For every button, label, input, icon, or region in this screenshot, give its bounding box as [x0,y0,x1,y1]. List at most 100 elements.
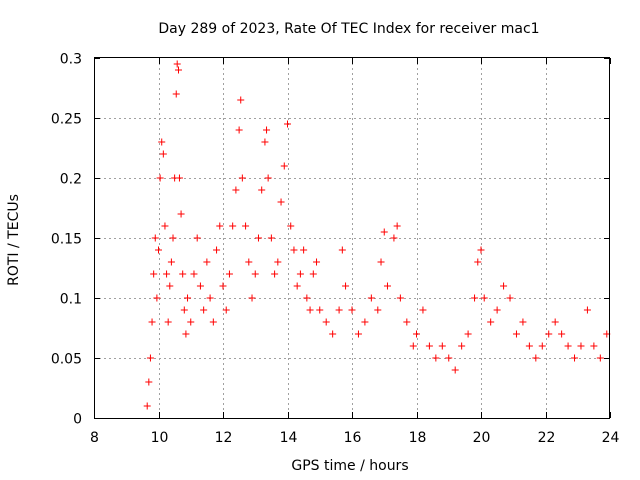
data-point [174,66,182,74]
x-tick-label: 8 [90,430,99,446]
data-point [219,282,227,290]
data-point [425,342,433,350]
data-point [493,306,501,314]
data-point [274,258,282,266]
data-point [390,234,398,242]
data-point [409,342,417,350]
data-point [146,354,154,362]
x-tick-label: 18 [409,430,427,446]
data-point [216,222,224,230]
data-point [316,306,324,314]
data-point [242,222,250,230]
x-tick-label: 10 [151,430,169,446]
data-point [261,138,269,146]
data-point [335,306,343,314]
data-point [193,234,201,242]
data-point [342,282,350,290]
y-tick-label: 0.1 [60,292,82,308]
data-point [143,402,151,410]
data-point [206,294,214,302]
data-point [251,270,259,278]
data-point [163,270,171,278]
data-point [477,246,485,254]
y-axis-label: ROTI / TECUs [6,194,22,286]
data-point [558,330,566,338]
data-point [158,138,166,146]
y-tick-label: 0.2 [60,172,82,188]
data-point [209,318,217,326]
data-point [322,318,330,326]
data-point [500,282,508,290]
data-point [413,330,420,338]
data-point [532,354,540,362]
data-point [545,330,553,338]
data-point [263,126,271,134]
data-point [303,294,311,302]
data-point [380,228,388,236]
data-point [177,210,185,218]
data-point [367,294,375,302]
data-point [474,258,482,266]
data-point [296,270,304,278]
data-point [175,174,183,182]
data-point [564,342,572,350]
y-tick-label: 0.25 [51,112,82,128]
data-point [361,318,369,326]
data-point [287,222,295,230]
x-tick-label: 24 [602,430,620,446]
data-point [248,294,256,302]
data-point [458,342,466,350]
data-point [596,354,604,362]
data-point [306,306,314,314]
data-point [200,306,208,314]
data-point [203,258,211,266]
data-point [329,330,337,338]
data-point [153,294,161,302]
data-point [164,318,172,326]
data-point [182,330,190,338]
data-point [232,186,240,194]
data-point [213,246,221,254]
data-point [512,330,520,338]
data-point [258,186,266,194]
data-point [383,282,391,290]
data-point [166,282,174,290]
x-tick-label: 12 [215,430,233,446]
data-point [300,246,308,254]
data-point [179,270,187,278]
x-axis-label: GPS time / hours [291,458,408,474]
y-tick-label: 0.05 [51,352,82,368]
data-point [173,60,181,68]
data-point [348,306,356,314]
data-point [277,198,285,206]
data-point [145,378,153,386]
data-point [377,258,385,266]
data-point [225,270,233,278]
data-point [169,234,177,242]
data-points [143,60,611,410]
y-tick-label: 0.15 [51,232,82,248]
data-point [506,294,514,302]
data-point [184,294,192,302]
data-point [354,330,362,338]
data-point [293,282,301,290]
x-tick-label: 14 [280,430,298,446]
data-point [445,354,453,362]
data-point [187,318,195,326]
data-point [284,120,291,128]
grid-lines [94,58,610,418]
data-point [577,342,585,350]
data-point [229,222,237,230]
data-point [151,234,159,242]
data-point [313,258,321,266]
data-point [451,366,459,374]
data-point [156,174,164,182]
data-point [538,342,546,350]
data-point [338,246,346,254]
data-point [519,318,527,326]
data-point [419,306,427,314]
data-point [222,306,230,314]
axes: 8 10 12 14 16 18 20 22 24 0 0.05 0.1 0.15 0.2 0.25 0.3 [51,52,620,447]
data-point [180,306,188,314]
